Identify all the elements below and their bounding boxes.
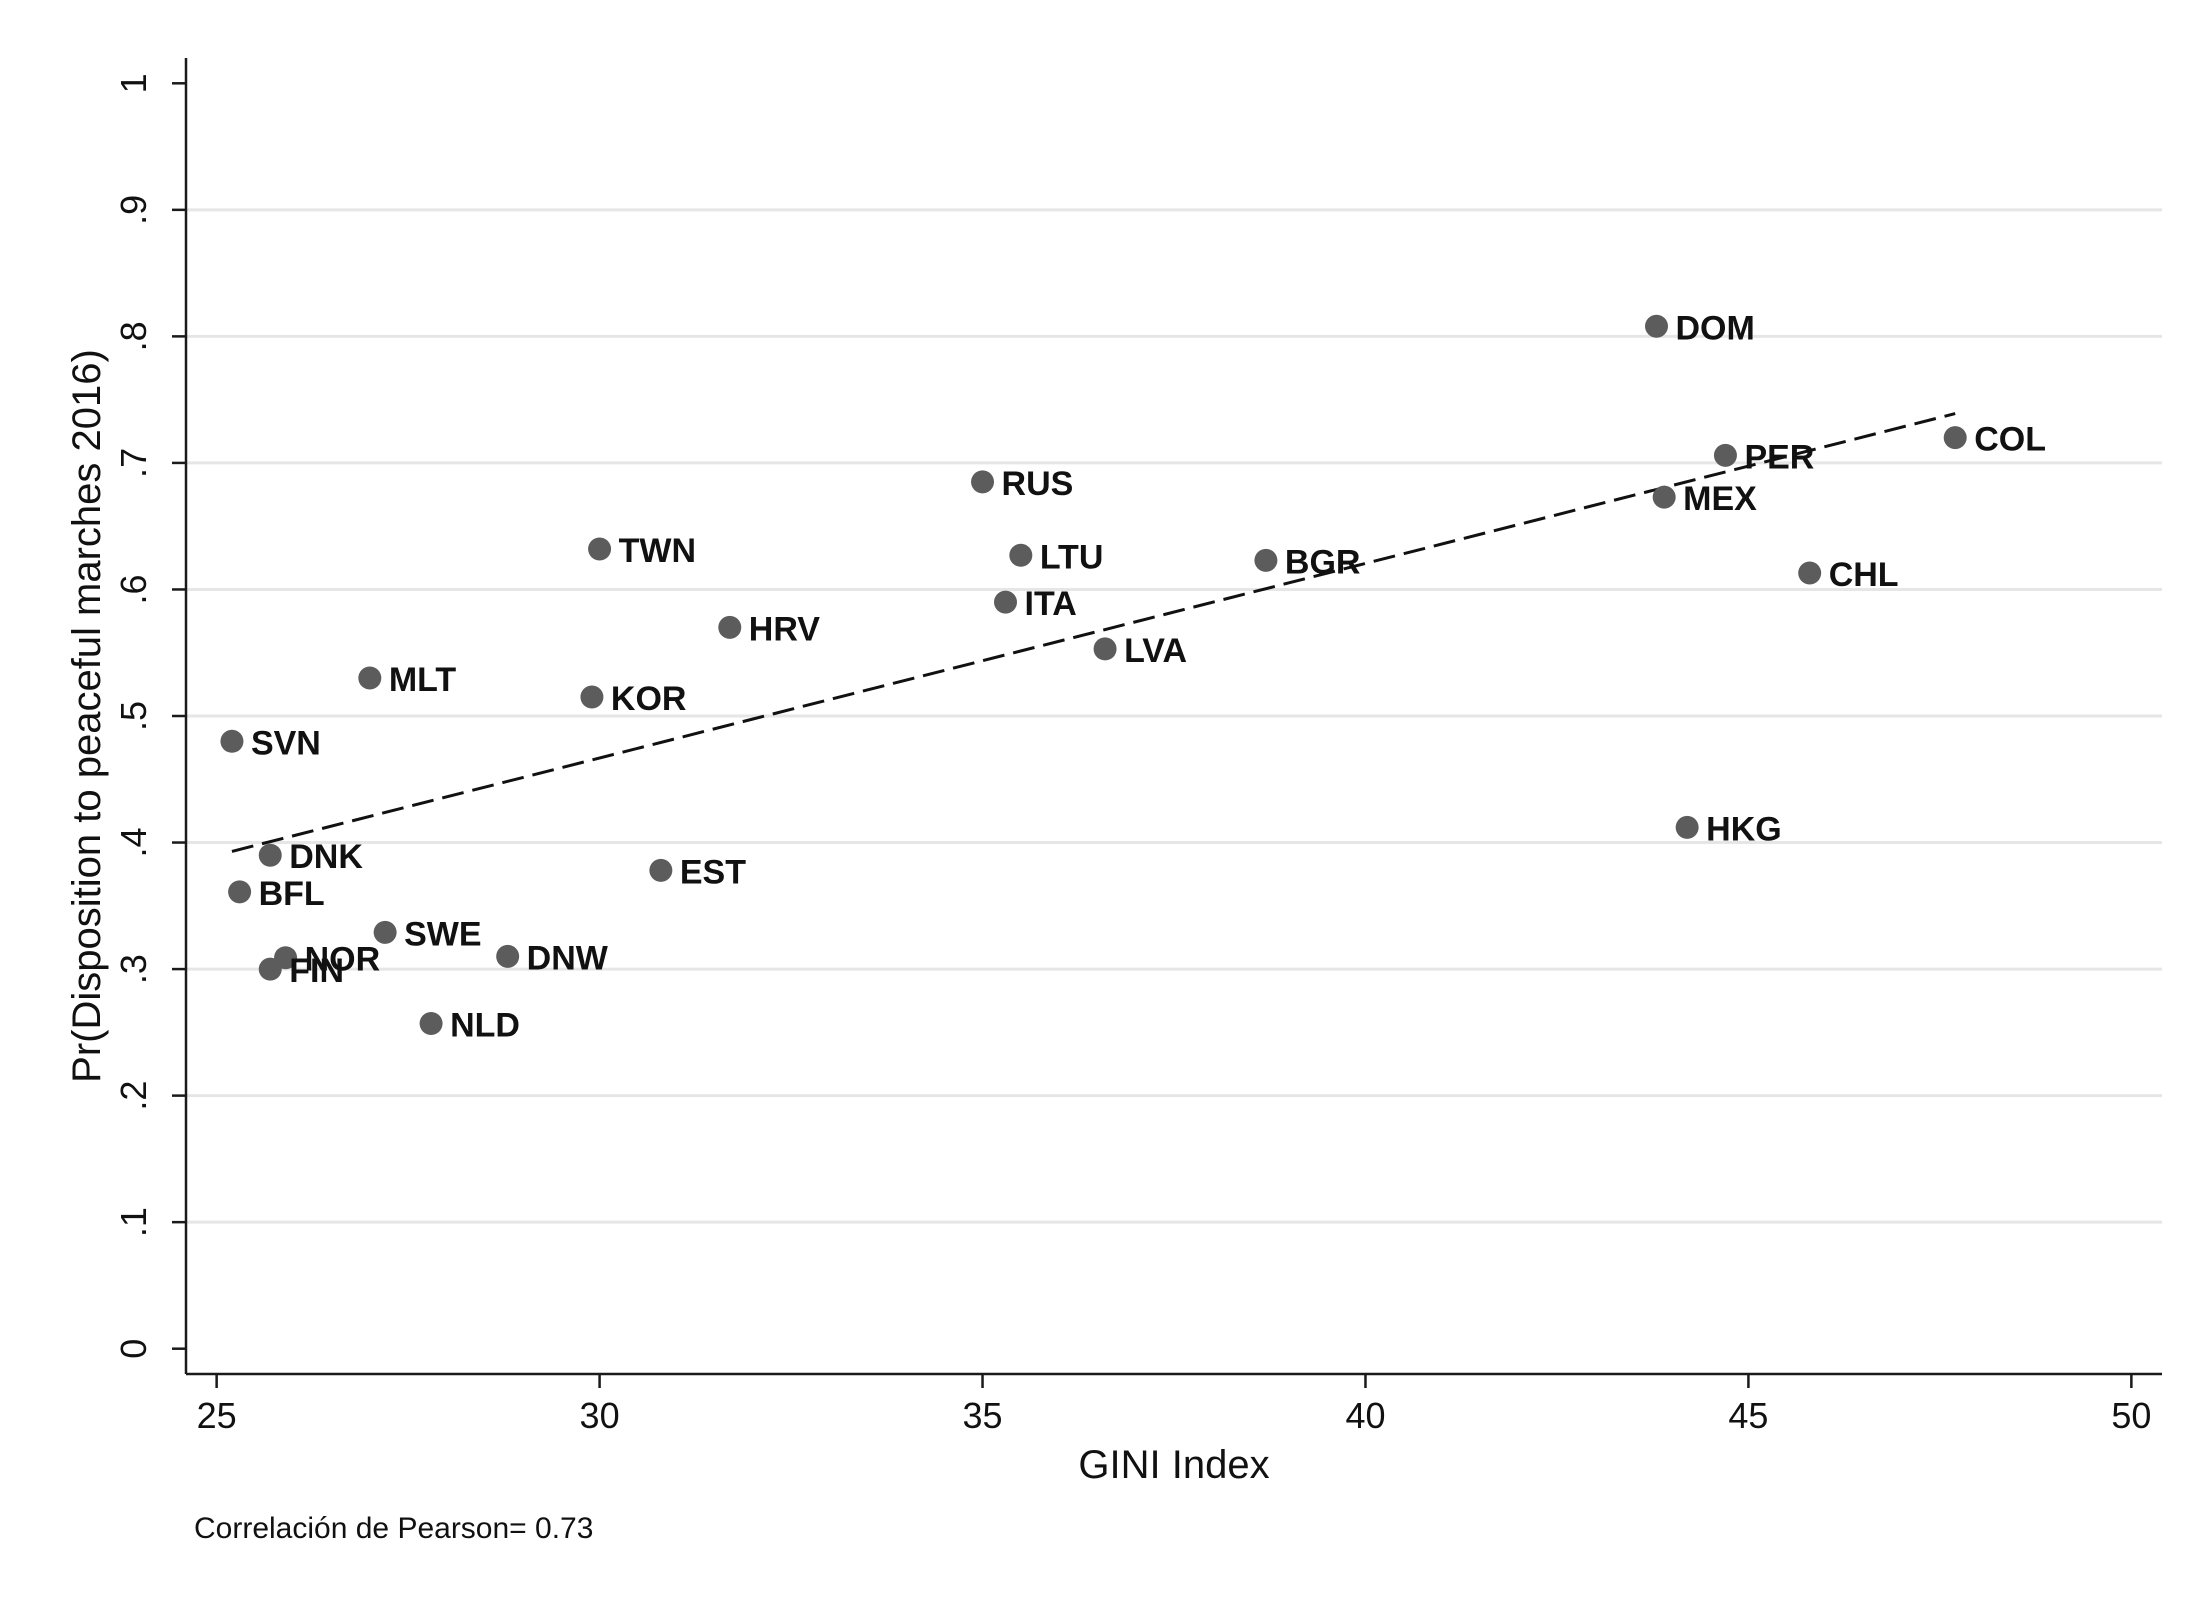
y-tick-label: .7 <box>113 448 154 478</box>
point-label-bgr: BGR <box>1285 543 1361 581</box>
point-dnw <box>496 944 520 968</box>
point-label-mex: MEX <box>1683 480 1757 518</box>
point-label-swe: SWE <box>404 915 481 953</box>
y-tick-label: .2 <box>113 1081 154 1111</box>
point-rus <box>971 470 995 494</box>
point-dom <box>1645 314 1669 338</box>
y-tick-label: .8 <box>113 321 154 351</box>
point-label-col: COL <box>1974 421 2046 459</box>
point-ita <box>994 590 1018 614</box>
fit-line <box>231 412 1956 853</box>
axes: 0 .1 .2 .3 .4 .5 .6 .7 .8 .9 1 25 30 35 40 45 50 <box>113 58 2162 1436</box>
point-lva <box>1093 637 1117 661</box>
y-tick-label: .3 <box>113 954 154 984</box>
point-label-kor: KOR <box>611 680 687 718</box>
y-tick-label: .9 <box>113 195 154 225</box>
y-tick-label: 1 <box>113 73 154 93</box>
point-label-est: EST <box>680 853 746 891</box>
point-label-fin: FIN <box>289 952 344 990</box>
point-hrv <box>718 615 742 639</box>
y-tick-label: 0 <box>113 1339 154 1359</box>
point-twn <box>588 537 612 561</box>
point-label-rus: RUS <box>1002 465 1074 503</box>
pearson-correlation-note: Correlación de Pearson= 0.73 <box>194 1512 593 1545</box>
point-ltu <box>1009 543 1033 567</box>
point-label-svn: SVN <box>251 724 321 762</box>
point-swe <box>373 920 397 944</box>
point-mlt <box>358 666 382 690</box>
point-label-twn: TWN <box>619 532 696 570</box>
y-tick-label: .6 <box>113 574 154 604</box>
point-label-per: PER <box>1744 438 1814 476</box>
fit-line-group <box>231 412 1956 853</box>
point-label-lva: LVA <box>1124 632 1187 670</box>
point-per <box>1713 443 1737 467</box>
point-label-dnk: DNK <box>289 838 363 876</box>
point-nld <box>419 1011 443 1035</box>
data-points <box>220 314 1967 1035</box>
point-label-dom: DOM <box>1676 309 1755 347</box>
point-label-nld: NLD <box>450 1006 520 1044</box>
point-fin <box>258 957 282 981</box>
gridlines <box>186 208 2162 1224</box>
y-tick-label: .5 <box>113 701 154 731</box>
point-label-bfl: BFL <box>259 875 325 913</box>
x-tick-label: 25 <box>197 1395 237 1436</box>
data-labels: DOM COL PER RUS MEX TWN LTU BGR CHL ITA HRV LVA MLT K… <box>251 309 2046 1044</box>
point-est <box>649 858 673 882</box>
point-label-chl: CHL <box>1829 556 1899 594</box>
y-tick-label: .4 <box>113 828 154 858</box>
x-axis-title: GINI Index <box>1078 1443 1269 1487</box>
y-axis-title: Pr(Disposition to peaceful marches 2016) <box>65 349 109 1083</box>
point-label-nor: NOR <box>305 941 381 979</box>
x-tick-label: 40 <box>1345 1395 1385 1436</box>
point-label-hrv: HRV <box>749 610 820 648</box>
point-col <box>1943 426 1967 450</box>
point-svn <box>220 729 244 753</box>
point-dnk <box>258 843 282 867</box>
point-label-dnw: DNW <box>527 939 609 977</box>
x-tick-label: 50 <box>2111 1395 2151 1436</box>
point-bfl <box>228 880 252 904</box>
point-label-ita: ITA <box>1025 585 1077 623</box>
point-label-mlt: MLT <box>389 661 457 699</box>
point-chl <box>1798 561 1822 585</box>
x-tick-label: 45 <box>1728 1395 1768 1436</box>
y-tick-label: .1 <box>113 1207 154 1237</box>
point-hkg <box>1675 815 1699 839</box>
point-label-hkg: HKG <box>1706 810 1782 848</box>
x-tick-label: 30 <box>580 1395 620 1436</box>
point-bgr <box>1254 548 1278 572</box>
point-label-ltu: LTU <box>1040 538 1104 576</box>
point-kor <box>580 685 604 709</box>
x-tick-label: 35 <box>963 1395 1003 1436</box>
point-mex <box>1652 485 1676 509</box>
